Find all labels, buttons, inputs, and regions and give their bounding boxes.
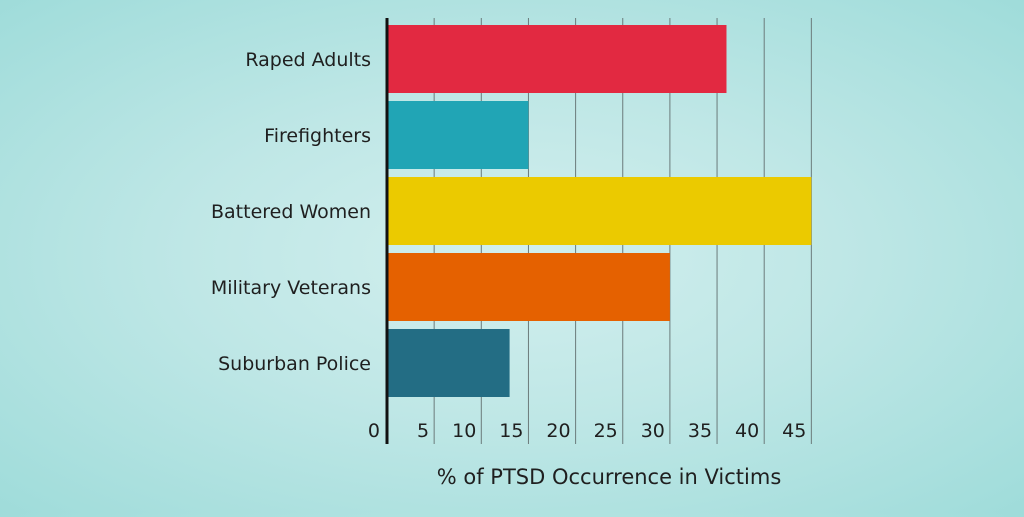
category-label: Firefighters — [264, 125, 371, 147]
x-tick-label: 45 — [782, 420, 806, 442]
bar — [388, 177, 812, 245]
x-tick-label: 5 — [417, 420, 429, 442]
category-labels: Raped Adults Firefighters Battered Women Mi… — [211, 49, 371, 375]
bar — [388, 101, 529, 169]
category-label: Military Veterans — [211, 277, 371, 299]
x-tick-label: 0 — [368, 420, 380, 442]
x-tick-label: 35 — [688, 420, 712, 442]
category-label: Suburban Police — [218, 353, 371, 375]
category-label: Raped Adults — [245, 49, 371, 71]
x-tick-label: 10 — [452, 420, 476, 442]
x-tick-label: 20 — [546, 420, 570, 442]
x-tick-label: 15 — [499, 420, 523, 442]
x-tick-label: 40 — [735, 420, 759, 442]
bar — [388, 253, 670, 321]
x-tick-label: 25 — [594, 420, 618, 442]
bars — [388, 25, 812, 397]
x-tick-labels: 0 5 10 15 20 25 30 35 40 45 — [368, 420, 806, 442]
x-axis-title: % of PTSD Occurrence in Victims — [437, 465, 782, 489]
x-tick-label: 30 — [641, 420, 665, 442]
bar — [388, 25, 727, 93]
category-label: Battered Women — [211, 201, 371, 223]
bar — [388, 329, 510, 397]
